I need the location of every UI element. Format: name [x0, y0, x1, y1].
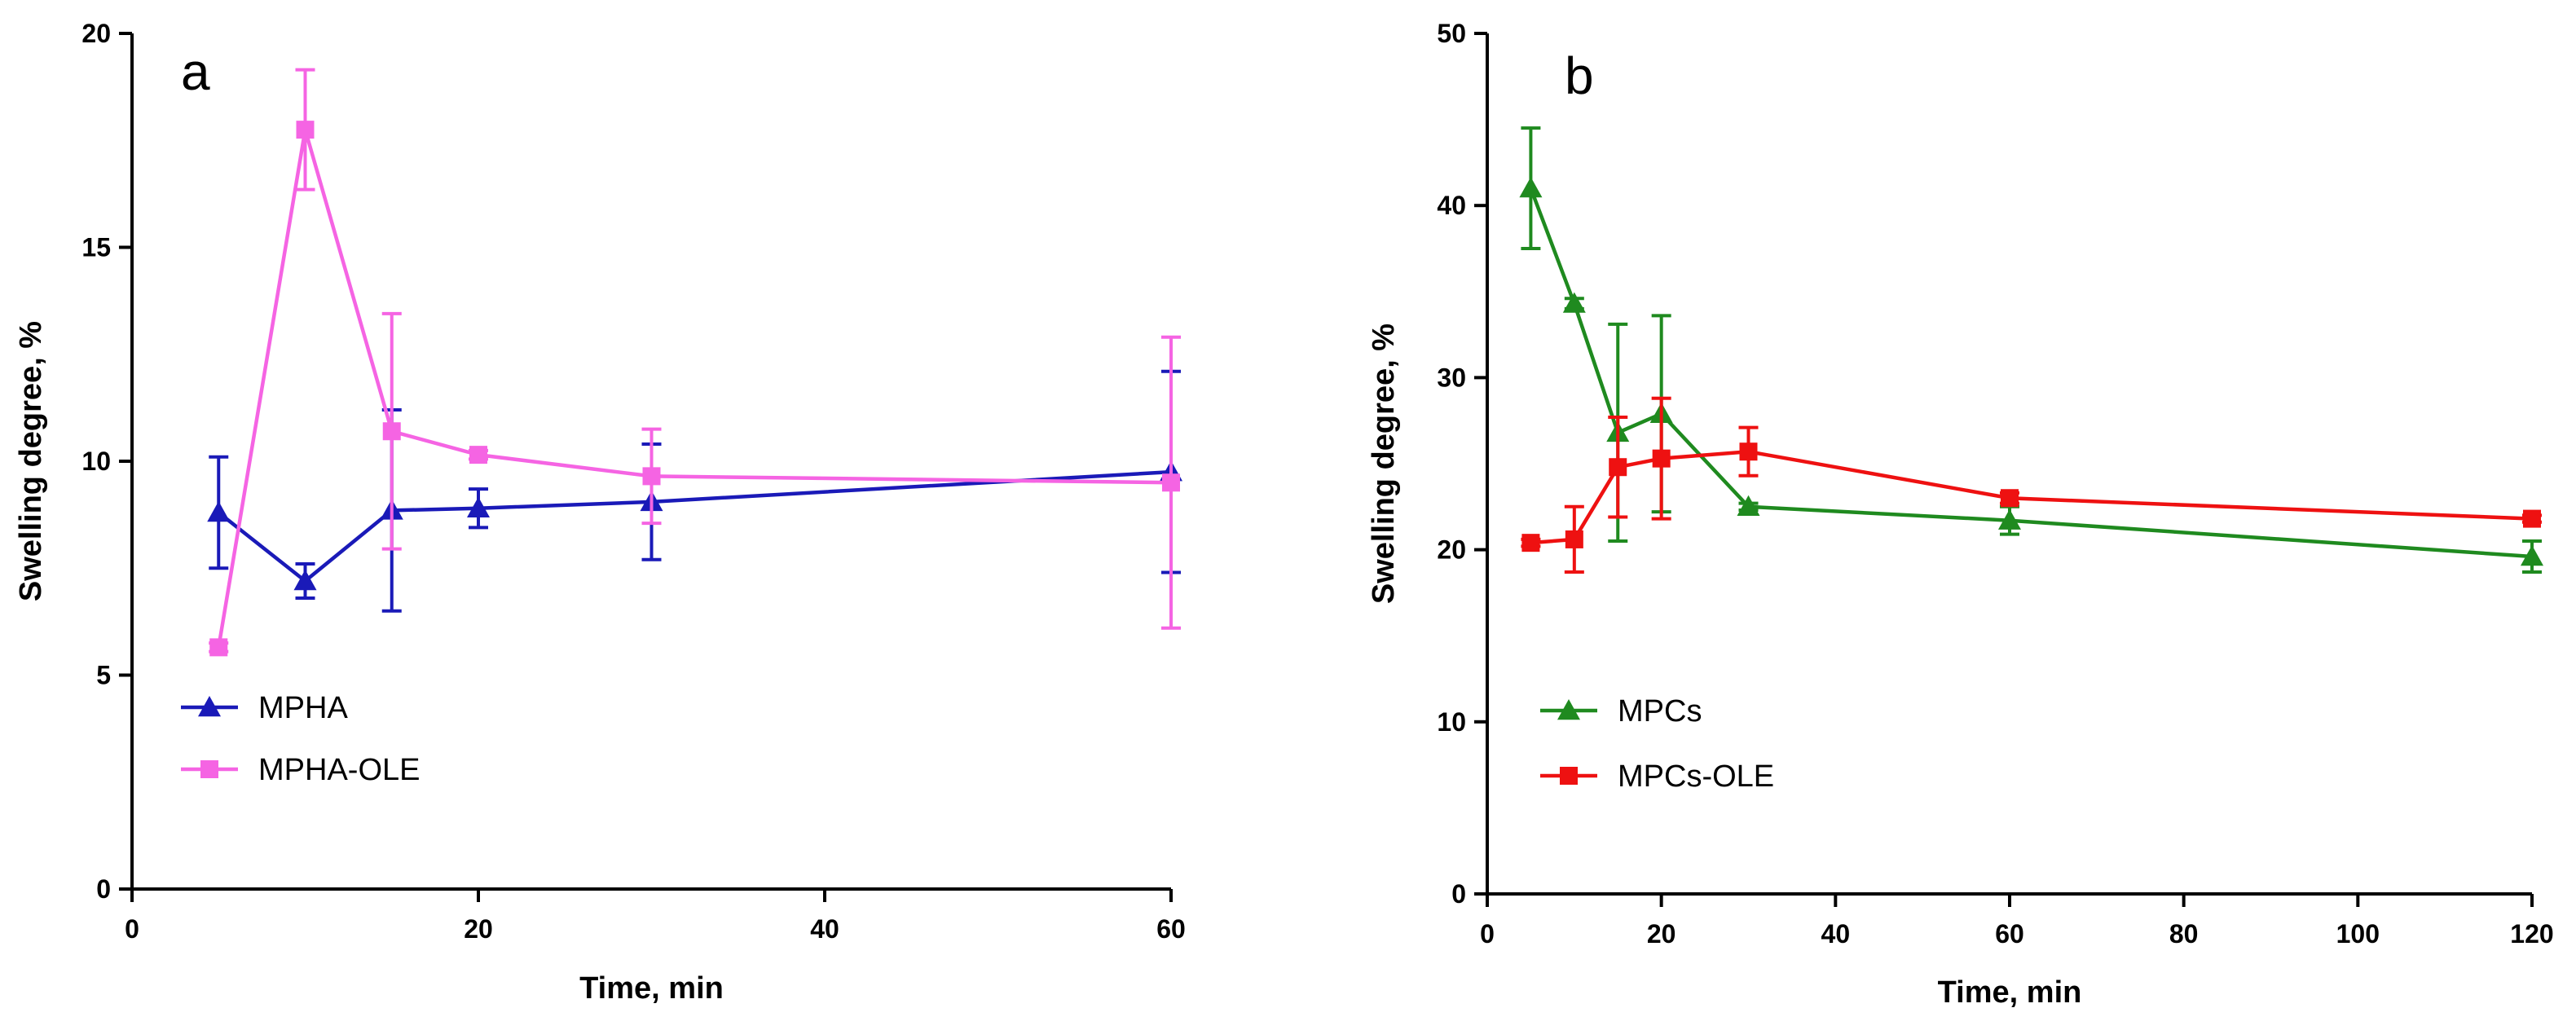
- panel-b-x-tick-label: 20: [1647, 919, 1676, 949]
- data-point: [207, 501, 231, 522]
- data-point: [1562, 292, 1586, 313]
- series-line: [1530, 449, 2533, 545]
- data-point: [1609, 458, 1627, 477]
- panel-a-y-tick-label: 20: [81, 19, 111, 48]
- data-point: [296, 121, 315, 139]
- panel-a-y-tick-label: 15: [81, 233, 111, 262]
- panel-a-x-tick-label: 0: [125, 914, 139, 944]
- series-line: [217, 129, 1172, 648]
- series-line: [217, 469, 1172, 583]
- data-point: [2521, 545, 2543, 566]
- legend-label: MPCs-OLE: [1618, 759, 1774, 794]
- data-point: [1162, 473, 1180, 492]
- panel-a-series-mpha: [207, 369, 1182, 613]
- panel-b-x-tick-label: 120: [2510, 919, 2553, 949]
- panel-b-y-tick-label: 30: [1437, 363, 1466, 392]
- panel-b-y-tick-label: 40: [1437, 191, 1466, 220]
- data-point: [1998, 508, 2021, 530]
- data-point: [1521, 534, 1540, 552]
- panel-b-legend-item-mpcs-ole: MPCs-OLE: [1540, 759, 1774, 794]
- panel-a-x-tick-label: 60: [1156, 914, 1186, 944]
- panel-b-y-tick-label: 10: [1437, 707, 1466, 737]
- data-point: [469, 446, 487, 464]
- panel-b-x-tick-label: 40: [1821, 919, 1851, 949]
- panel-a-x-axis-title: Time, min: [579, 971, 724, 1006]
- panel-b-x-tick-label: 100: [2336, 919, 2380, 949]
- data-point: [382, 422, 401, 441]
- data-point: [1737, 495, 1760, 516]
- panel-a-legend-item-mpha-ole: MPHA-OLE: [181, 753, 420, 787]
- data-point: [467, 496, 490, 517]
- panel-b-x-tick-label: 60: [1995, 919, 2024, 949]
- data-point: [2523, 509, 2541, 528]
- panel-a-y-tick-label: 0: [96, 874, 111, 904]
- panel-a-x-tick-label: 40: [810, 914, 839, 944]
- panel-b-legend-item-mpcs: MPCs: [1540, 694, 1702, 728]
- panel-b-y-tick-label: 0: [1451, 879, 1466, 909]
- legend-marker: [1557, 699, 1580, 720]
- legend-marker: [198, 696, 221, 717]
- data-point: [1519, 177, 1543, 198]
- panel-b-chart: 0 10 20 30 40 50 0 20 40 60 80 100 120 Time, min Swell…: [1367, 19, 2554, 1010]
- panel-a-chart: 0 5 10 15 20 0 20 40 60 Time, min Swelling degree,…: [14, 19, 1186, 1006]
- panel-b-y-axis-title: Swelling degree, %: [1367, 324, 1401, 604]
- panel-a-legend-item-mpha: MPHA: [181, 691, 348, 725]
- series-line: [1529, 187, 2533, 559]
- panel-b-x-tick-label: 0: [1480, 919, 1495, 949]
- legend-label: MPHA: [258, 691, 348, 725]
- data-point: [209, 638, 228, 657]
- panel-a-y-tick-label: 10: [81, 447, 111, 476]
- panel-a-series-mpha-ole: [209, 68, 1181, 657]
- data-point: [1739, 442, 1758, 461]
- panel-b-y-tick-label: 50: [1437, 19, 1466, 48]
- data-point: [293, 570, 317, 591]
- panel-a-y-tick-label: 5: [96, 661, 111, 690]
- panel-b-series-mpcs: [1519, 126, 2543, 574]
- panel-b-series-mpcs-ole: [1521, 396, 2542, 574]
- legend-marker: [1560, 767, 1578, 785]
- data-point: [642, 467, 661, 486]
- data-point: [1652, 449, 1671, 468]
- data-point: [2001, 489, 2019, 508]
- panel-b-x-tick-label: 80: [2169, 919, 2199, 949]
- legend-marker: [200, 760, 218, 778]
- panel-a-y-axis-title: Swelling degree, %: [14, 321, 48, 601]
- panel-b-y-tick-label: 20: [1437, 535, 1466, 565]
- panel-a-letter: a: [181, 42, 210, 101]
- legend-label: MPCs: [1618, 694, 1702, 728]
- panel-b-letter: b: [1565, 46, 1594, 105]
- data-point: [1565, 530, 1583, 548]
- legend-label: MPHA-OLE: [258, 753, 420, 787]
- panel-b-x-axis-title: Time, min: [1938, 975, 2082, 1010]
- panel-a-x-tick-label: 20: [464, 914, 493, 944]
